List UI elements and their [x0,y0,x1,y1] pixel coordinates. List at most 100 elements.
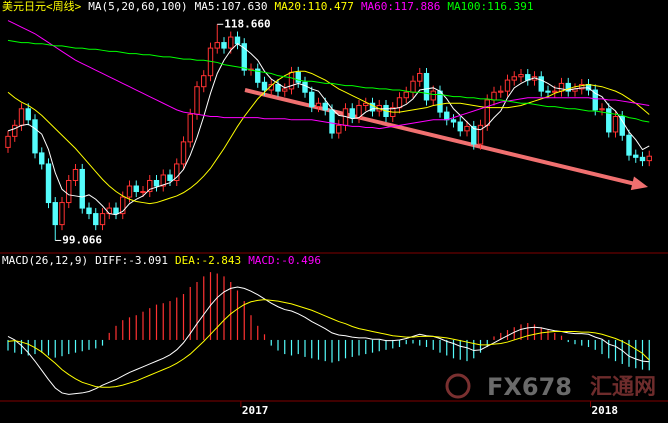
candle-body [106,207,112,215]
macd-bar [155,304,158,340]
candle-body [606,108,612,133]
macd-bar [614,339,617,362]
candle-body [72,168,79,181]
header-item: MA60:117.886 [360,0,441,13]
macd-bar [486,339,488,348]
candle-body [194,86,200,115]
indicator-line [7,43,650,216]
candle-body [484,99,490,126]
header-item: 美元日元<周线> [2,0,82,13]
candle-body [261,81,268,91]
x-tick-label: 2018 [592,404,619,417]
candle-body [633,154,639,158]
annotation-label: 99.066 [62,233,102,246]
candle-body [214,42,220,49]
macd-bar [88,339,90,350]
candle-body [133,185,139,193]
macd-bar [500,332,502,340]
candle-body [619,116,625,136]
candle-body [498,90,504,93]
x-tick-label: 2017 [242,404,269,417]
candle-body [477,124,484,145]
macd-bar [601,339,603,355]
indicator-line [7,286,650,395]
candle-body [201,75,207,88]
macd-bar [547,330,549,340]
header-item: DIFF:-3.091 [95,254,168,267]
macd-bar [54,339,56,358]
header-item: MA100:116.391 [447,0,534,13]
macd-bar [567,339,569,343]
macd-bar [250,315,252,340]
candle-body [349,108,355,119]
candle-body [45,163,52,204]
candle-body [558,82,565,92]
macd-bar [641,339,644,370]
macd-bar [608,339,610,359]
macd-bar [412,339,414,344]
macd-bar [196,282,198,340]
candle-body [275,84,281,92]
macd-bar [95,339,97,349]
macd-bar [398,339,401,348]
watermark-brand: FX678 [487,373,572,401]
macd-bar [554,332,556,340]
candle-body [187,113,193,143]
macd-bar [142,311,144,340]
candle-body [538,76,544,92]
macd-bar [115,325,117,340]
macd-bar [405,339,407,345]
candle-body [66,179,72,204]
macd-bar [493,336,495,340]
macd-bar [284,339,286,355]
macd-bar [520,324,522,340]
header-item: MA20:110.477 [274,0,354,13]
candle-body [180,141,187,165]
macd-bar [223,276,225,340]
candle-body [241,43,247,71]
macd-bar [358,339,360,356]
macd-bar [452,339,455,359]
candle-body [295,71,301,83]
macd-bar [344,339,347,359]
macd-bar [466,339,468,362]
candle-body [79,168,85,209]
candle-body [282,88,288,92]
macd-bar [108,332,110,340]
candle-body [5,135,11,148]
indicator-line [7,39,650,123]
candle-body [86,207,92,215]
macd-bar [581,339,583,346]
macd-bar [459,339,461,360]
macd-bar [540,327,542,340]
macd-bar [277,339,279,351]
candle-body [552,90,558,93]
header-item: MACD(26,12,9) [2,254,89,267]
candle-body [234,36,241,45]
macd-bar [176,297,178,340]
macd-bar [587,339,590,348]
candle-body [167,174,173,181]
candle-body [518,74,524,78]
watermark-logo [445,373,471,399]
candle-body [32,119,38,154]
candle-body [93,213,99,226]
candle-body [120,196,126,215]
indicator-line [7,70,650,205]
macd-bar [216,273,218,340]
candle-body [457,121,463,132]
macd-bar [61,339,63,357]
candle-body [315,102,322,108]
macd-bar [419,339,421,346]
macd-bar [513,327,515,340]
candle-body [52,202,58,226]
macd-bar [324,339,326,362]
candle-body [39,152,45,165]
macd-bar [527,322,529,340]
macd-bar [331,339,333,363]
macd-bar [338,339,340,362]
macd-bar [20,339,23,355]
header-item: DEA:-2.843 [174,254,242,267]
macd-bar [378,339,380,352]
candle-body [396,97,403,109]
